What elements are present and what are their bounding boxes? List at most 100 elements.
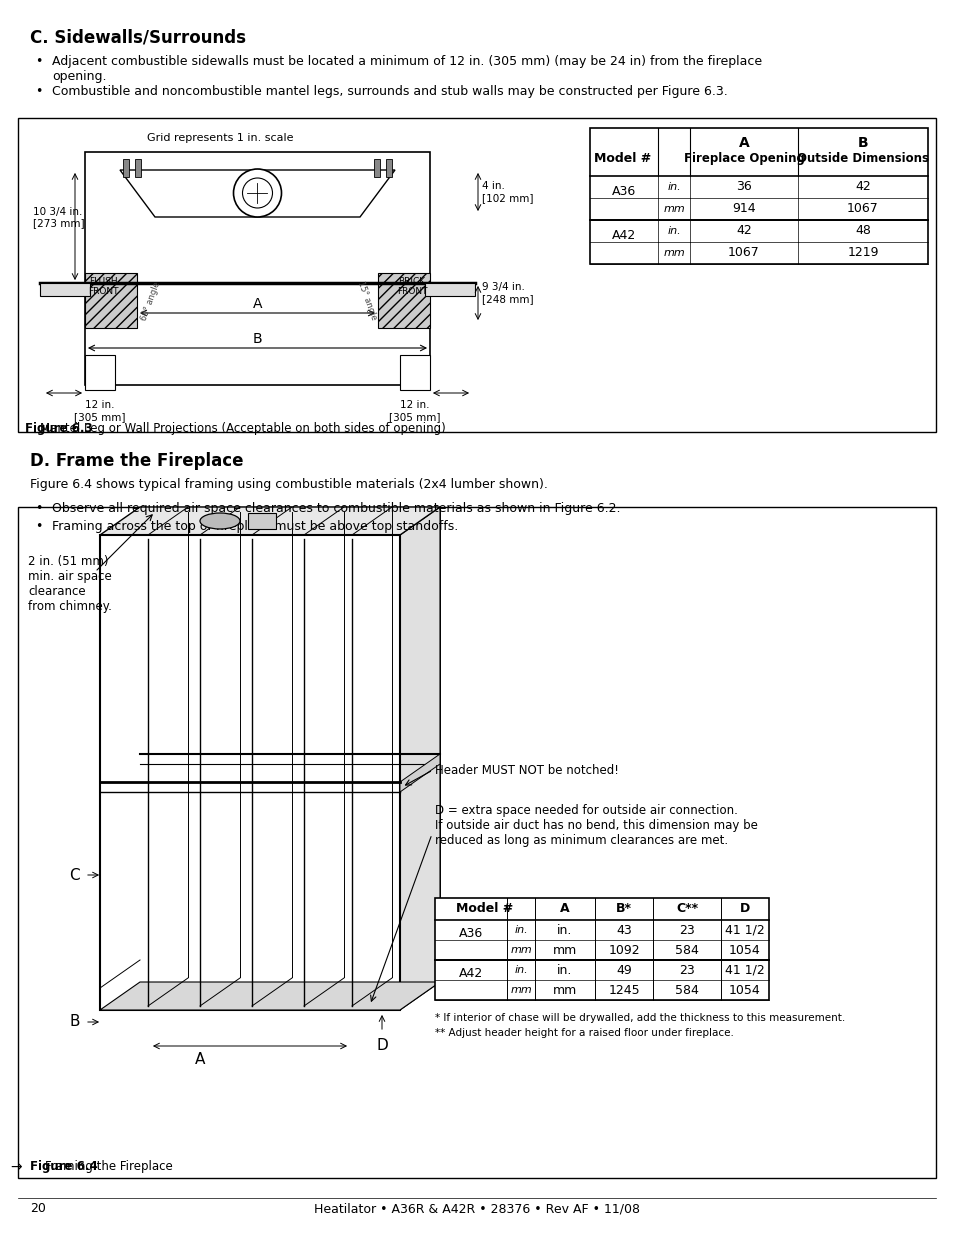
Text: 23: 23 (679, 963, 694, 977)
Text: BRICK
FRONT: BRICK FRONT (396, 277, 427, 296)
Text: Model #: Model # (594, 152, 651, 164)
Text: •: • (35, 520, 42, 534)
Bar (18, 119, 935, 432)
Text: 1067: 1067 (846, 203, 878, 215)
Text: 10 3/4 in.
[273 mm]: 10 3/4 in. [273 mm] (33, 206, 85, 228)
Text: B: B (857, 136, 867, 149)
Bar (374, 159, 379, 177)
Text: A42: A42 (458, 967, 482, 981)
Text: B: B (70, 1014, 80, 1030)
Text: 2 in. (51 mm)
min. air space
clearance
from chimney.: 2 in. (51 mm) min. air space clearance f… (28, 555, 112, 613)
Text: 584: 584 (675, 983, 699, 997)
Text: mm: mm (662, 204, 684, 214)
Text: A: A (738, 136, 749, 149)
Text: mm: mm (553, 944, 577, 956)
Bar (85, 273, 137, 329)
Text: Figure 6.4 shows typical framing using combustible materials (2x4 lumber shown).: Figure 6.4 shows typical framing using c… (30, 478, 547, 492)
Ellipse shape (200, 513, 240, 529)
Text: Mantel Leg or Wall Projections (Acceptable on both sides of opening): Mantel Leg or Wall Projections (Acceptab… (25, 422, 445, 435)
Text: 48: 48 (854, 225, 870, 237)
Text: 41 1/2: 41 1/2 (724, 963, 764, 977)
Polygon shape (399, 755, 439, 792)
Text: Model #: Model # (456, 903, 513, 915)
Text: in.: in. (557, 924, 572, 936)
Text: 15° angle: 15° angle (355, 280, 377, 321)
Text: Framing across the top of fireplace must be above top standoffs.: Framing across the top of fireplace must… (52, 520, 457, 534)
Text: FLUSH
FRONT: FLUSH FRONT (88, 277, 118, 296)
Text: 1219: 1219 (846, 247, 878, 259)
Text: Fireplace Opening: Fireplace Opening (683, 152, 803, 165)
Text: 1067: 1067 (727, 247, 760, 259)
Bar (40, 283, 90, 296)
Text: D: D (375, 1037, 388, 1053)
Bar (386, 159, 392, 177)
Polygon shape (399, 508, 439, 1010)
Text: 4 in.
[102 mm]: 4 in. [102 mm] (481, 182, 533, 203)
Polygon shape (100, 982, 439, 1010)
Bar (18, 508, 935, 1178)
Text: •: • (35, 85, 42, 98)
Text: 20: 20 (30, 1202, 46, 1215)
Text: A: A (559, 903, 569, 915)
Text: •: • (35, 501, 42, 515)
Text: Observe all required air space clearances to combustible materials as shown in F: Observe all required air space clearance… (52, 501, 619, 515)
Text: 42: 42 (854, 180, 870, 194)
Text: B*: B* (616, 903, 631, 915)
Text: A: A (253, 296, 262, 311)
Bar (248, 513, 275, 529)
Text: D: D (740, 903, 749, 915)
Text: Grid represents 1 in. scale: Grid represents 1 in. scale (147, 133, 293, 143)
Bar (85, 152, 430, 385)
Text: D. Frame the Fireplace: D. Frame the Fireplace (30, 452, 243, 471)
Text: in.: in. (514, 925, 527, 935)
Bar (435, 898, 768, 1000)
Text: 41 1/2: 41 1/2 (724, 924, 764, 936)
Text: 1245: 1245 (608, 983, 639, 997)
Text: A42: A42 (611, 228, 636, 242)
Bar (424, 283, 475, 296)
Text: in.: in. (514, 965, 527, 974)
Text: in.: in. (557, 963, 572, 977)
Text: A: A (194, 1052, 205, 1067)
Text: in.: in. (666, 226, 680, 236)
Text: 42: 42 (736, 225, 751, 237)
Circle shape (233, 169, 281, 217)
Text: C: C (70, 867, 80, 883)
Text: 584: 584 (675, 944, 699, 956)
Text: •: • (35, 56, 42, 68)
Text: mm: mm (510, 945, 532, 955)
Text: Outside Dimensions: Outside Dimensions (796, 152, 928, 165)
Text: Framing the Fireplace: Framing the Fireplace (30, 1160, 172, 1173)
Text: Figure 6.4: Figure 6.4 (30, 1160, 97, 1173)
Text: Heatilator • A36R & A42R • 28376 • Rev AF • 11/08: Heatilator • A36R & A42R • 28376 • Rev A… (314, 1202, 639, 1215)
Text: 36: 36 (736, 180, 751, 194)
Text: mm: mm (553, 983, 577, 997)
Text: Combustible and noncombustible mantel legs, surrounds and stub walls may be cons: Combustible and noncombustible mantel le… (52, 85, 727, 98)
Text: Adjacent combustible sidewalls must be located a minimum of 12 in. (305 mm) (may: Adjacent combustible sidewalls must be l… (52, 56, 761, 83)
Text: mm: mm (510, 986, 532, 995)
Text: 60° angle: 60° angle (140, 280, 162, 322)
Text: B: B (253, 332, 262, 346)
Bar (135, 159, 141, 177)
Text: 49: 49 (616, 963, 631, 977)
Text: ** Adjust header height for a raised floor under fireplace.: ** Adjust header height for a raised flo… (435, 1028, 733, 1037)
Text: 1092: 1092 (608, 944, 639, 956)
Text: in.: in. (666, 182, 680, 191)
Text: 1054: 1054 (728, 944, 760, 956)
Text: Header MUST NOT be notched!: Header MUST NOT be notched! (435, 764, 618, 777)
Text: 1054: 1054 (728, 983, 760, 997)
Text: * If interior of chase will be drywalled, add the thickness to this measurement.: * If interior of chase will be drywalled… (435, 1013, 844, 1023)
Text: C**: C** (676, 903, 698, 915)
Bar (85, 354, 115, 390)
Bar (399, 354, 430, 390)
Text: 914: 914 (731, 203, 755, 215)
Text: Figure 6.3: Figure 6.3 (25, 422, 92, 435)
Bar (589, 128, 927, 264)
Text: 23: 23 (679, 924, 694, 936)
Polygon shape (140, 508, 439, 982)
Bar (123, 159, 129, 177)
Polygon shape (120, 170, 395, 217)
Text: D = extra space needed for outside air connection.
If outside air duct has no be: D = extra space needed for outside air c… (435, 804, 757, 847)
Circle shape (242, 178, 273, 207)
Bar (377, 273, 430, 329)
